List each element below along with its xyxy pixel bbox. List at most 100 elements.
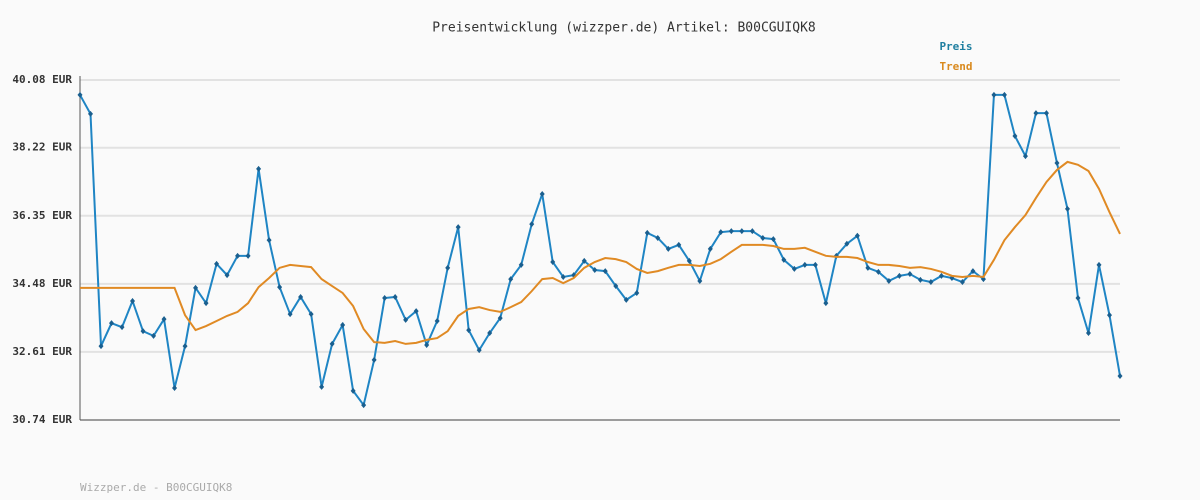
point-marker (497, 315, 503, 322)
point-marker (634, 289, 640, 296)
point-marker (676, 241, 682, 248)
point-marker (844, 240, 850, 247)
point-marker (802, 261, 808, 268)
point-marker (382, 295, 388, 302)
point-marker (560, 273, 566, 280)
chart-title: Preisentwicklung (wizzper.de) Artikel: B… (432, 21, 816, 36)
point-marker (518, 261, 524, 268)
point-marker (655, 234, 661, 241)
point-marker (707, 245, 713, 252)
point-marker (823, 300, 829, 307)
point-marker (1085, 329, 1091, 336)
series-line (79, 93, 1121, 408)
point-marker (329, 340, 335, 347)
y-tick-label: 30.74 EUR (12, 413, 72, 426)
point-marker (308, 311, 314, 318)
point-marker (1022, 153, 1028, 160)
point-marker (875, 268, 881, 275)
point-marker (928, 279, 934, 286)
point-marker (266, 237, 272, 244)
point-marker (98, 343, 104, 350)
point-marker (686, 257, 692, 264)
point-marker (1064, 205, 1070, 212)
series-line (80, 160, 1121, 345)
point-marker (487, 329, 493, 336)
point-marker (959, 279, 965, 286)
point-marker (1096, 261, 1102, 268)
point-marker (760, 234, 766, 241)
point-marker (161, 316, 167, 323)
point-marker (466, 327, 472, 334)
point-marker (403, 316, 409, 323)
point-marker (476, 347, 482, 354)
point-marker (781, 256, 787, 263)
point-marker (938, 272, 944, 279)
point-marker (718, 229, 724, 236)
point-marker (970, 268, 976, 275)
point-marker (1075, 295, 1081, 302)
point-marker (119, 324, 125, 331)
point-marker (424, 342, 430, 349)
legend-label: Preis (939, 40, 972, 53)
point-marker (319, 383, 325, 390)
point-marker (865, 264, 871, 271)
point-marker (214, 260, 220, 267)
point-marker (434, 317, 440, 324)
y-tick-label: 36.35 EUR (12, 209, 72, 222)
point-marker (445, 264, 451, 271)
point-marker (1043, 110, 1049, 117)
point-marker (539, 190, 545, 197)
point-marker (77, 91, 83, 98)
point-marker (88, 110, 94, 117)
point-marker (245, 252, 251, 259)
point-marker (340, 321, 346, 328)
point-marker (1117, 372, 1123, 379)
point-marker (592, 267, 598, 274)
point-marker (581, 257, 587, 264)
point-marker (770, 236, 776, 243)
point-marker (413, 308, 419, 315)
point-marker (728, 228, 734, 235)
point-marker (739, 228, 745, 235)
y-tick-label: 40.08 EUR (12, 73, 72, 86)
point-marker (697, 277, 703, 284)
y-tick-label: 34.48 EUR (12, 277, 72, 290)
point-marker (224, 272, 230, 279)
point-marker (361, 402, 367, 409)
point-marker (917, 276, 923, 283)
point-marker (812, 261, 818, 268)
point-marker (151, 332, 157, 339)
point-marker (109, 320, 115, 327)
point-marker (749, 228, 755, 235)
point-marker (140, 328, 146, 335)
point-marker (1001, 91, 1007, 98)
footer: Wizzper.de - B00CGUIQK8 (80, 481, 232, 494)
point-marker (529, 221, 535, 228)
point-marker (1033, 110, 1039, 117)
point-marker (256, 165, 262, 172)
y-tick-label: 32.61 EUR (12, 345, 72, 358)
point-marker (350, 387, 356, 394)
point-marker (455, 224, 461, 231)
y-tick-label: 38.22 EUR (12, 141, 72, 154)
point-marker (508, 276, 514, 283)
point-marker (602, 268, 608, 275)
point-marker (193, 284, 199, 291)
point-marker (613, 283, 619, 290)
point-marker (550, 259, 556, 266)
point-marker (644, 229, 650, 236)
point-marker (1054, 159, 1060, 166)
point-marker (1012, 133, 1018, 140)
point-marker (991, 91, 997, 98)
point-marker (886, 277, 892, 284)
point-marker (665, 245, 671, 252)
point-marker (182, 343, 188, 350)
point-marker (791, 265, 797, 272)
point-marker (277, 284, 283, 291)
point-marker (287, 311, 293, 318)
point-marker (235, 252, 241, 259)
point-marker (392, 293, 398, 300)
point-marker (130, 297, 136, 304)
legend-label: Trend (939, 60, 972, 73)
